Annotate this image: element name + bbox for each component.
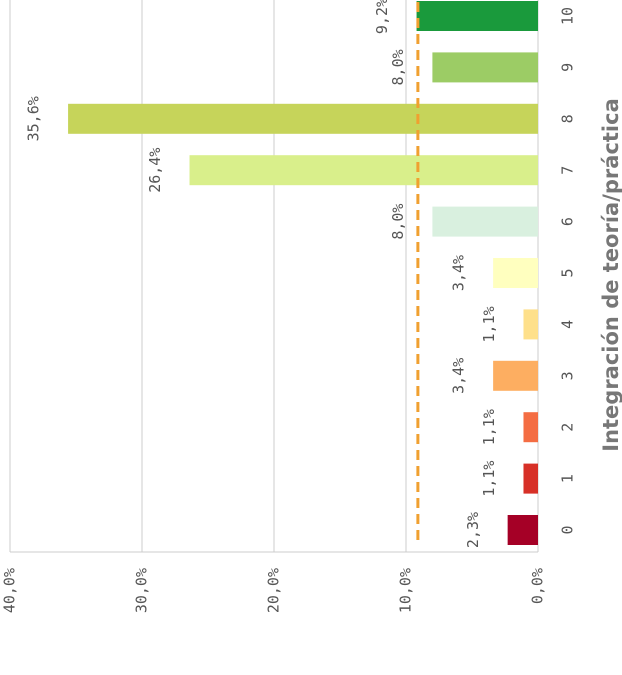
x-tick-label: 2 (559, 423, 577, 432)
value-label: 2,3% (464, 512, 482, 548)
x-tick-label: 8 (559, 114, 577, 123)
value-label: 26,4% (146, 148, 164, 193)
y-tick-label: 10,0% (397, 568, 415, 613)
y-tick-label: 0,0% (529, 568, 547, 604)
bar (523, 463, 538, 494)
y-tick-label: 20,0% (265, 568, 283, 613)
x-tick-label: 4 (559, 320, 577, 329)
bar (507, 515, 539, 545)
bar (189, 155, 539, 186)
value-label: 9,2% (373, 0, 391, 34)
y-tick-label: 40,0% (1, 568, 19, 613)
value-label: 8,0% (389, 49, 407, 85)
x-tick-label: 0 (559, 525, 577, 534)
value-label: 3,4% (450, 358, 468, 394)
value-label: 35,6% (25, 96, 43, 141)
x-axis-title: Integración de teoría/práctica (599, 98, 622, 452)
x-tick-label: 5 (559, 268, 577, 277)
value-label: 1,1% (480, 306, 498, 342)
bar (432, 52, 538, 83)
value-label: 1,1% (480, 409, 498, 445)
x-tick-label: 7 (559, 166, 577, 175)
x-tick-label: 9 (559, 63, 577, 72)
bar (493, 258, 538, 288)
rotated-plot: Integración de teoría/práctica 0,0% 10,0%… (1, 0, 622, 613)
bar (523, 412, 538, 443)
value-label: 3,4% (450, 255, 468, 291)
x-tick-label: 3 (559, 371, 577, 380)
y-tick-label: 30,0% (133, 568, 151, 613)
bar (432, 206, 538, 237)
bar (68, 103, 539, 134)
x-tick-label: 1 (559, 474, 577, 483)
value-label: 1,1% (480, 461, 498, 497)
x-tick-label: 6 (559, 217, 577, 226)
bar (523, 309, 538, 340)
bar (493, 360, 538, 391)
bar (416, 1, 538, 31)
value-label: 8,0% (389, 204, 407, 240)
x-tick-label: 10 (559, 7, 577, 25)
